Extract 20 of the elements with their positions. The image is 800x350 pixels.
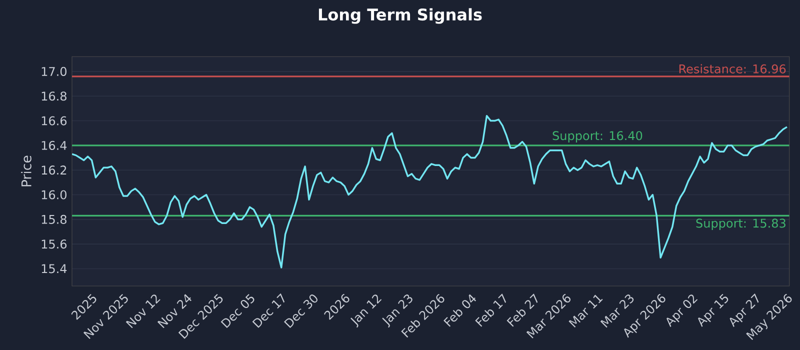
x-tick-label: Jan 12	[350, 294, 382, 328]
y-tick-label: 16.2	[42, 166, 66, 175]
chart-title: Long Term Signals	[318, 8, 482, 24]
y-tick-label: 17.0	[42, 66, 66, 76]
y-tick-label: 15.6	[42, 240, 67, 249]
y-tick-label: 16.0	[42, 190, 66, 200]
y-tick-label: 16.6	[42, 116, 67, 126]
y-tick-label: 16.8	[42, 92, 66, 101]
ref-line-label: Support: 15.83	[696, 218, 786, 230]
ref-line-label: Support: 16.40	[552, 131, 642, 142]
x-tick-label: Apr 02	[666, 294, 698, 328]
x-tick-label: Apr 15	[698, 294, 728, 327]
y-tick-label: 16.4	[42, 140, 67, 150]
x-tick-label: Feb 04	[444, 294, 476, 327]
x-tick-label: Feb 17	[475, 294, 506, 327]
ref-line-label: Resistance: 16.96	[679, 64, 786, 74]
y-tick-label: 15.8	[42, 214, 66, 224]
y-tick-label: 15.4	[42, 264, 67, 274]
x-tick-label: Dec 30	[284, 294, 318, 328]
y-axis-title: Price	[21, 156, 32, 186]
